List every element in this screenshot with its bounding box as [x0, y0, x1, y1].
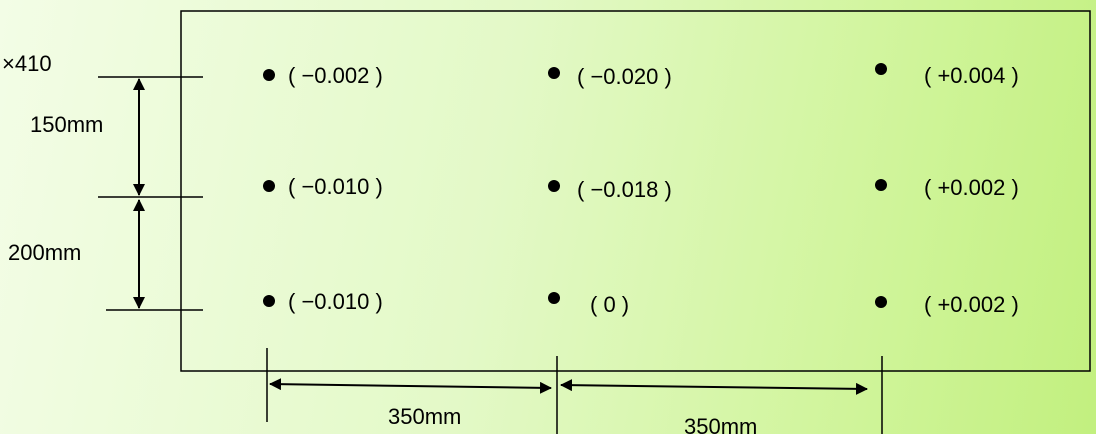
dim-label-150: 150mm: [30, 112, 103, 137]
measurement-dot: [548, 180, 560, 192]
measurement-row-2: ( −0.010 ) ( −0.018 ) ( +0.002 ): [263, 174, 1019, 202]
measurement-value: ( +0.004 ): [924, 63, 1019, 88]
measurement-value: ( −0.018 ): [577, 177, 672, 202]
plate-label: ×410: [2, 51, 52, 76]
measurement-value: ( −0.010 ): [288, 289, 383, 314]
measurement-value: ( −0.020 ): [577, 64, 672, 89]
measurement-value: ( 0 ): [590, 292, 629, 317]
measurement-dot: [548, 292, 560, 304]
measurement-row-1: ( −0.002 ) ( −0.020 ) ( +0.004 ): [263, 63, 1019, 89]
measurement-dot: [263, 295, 275, 307]
dim-label-350-right: 350mm: [684, 414, 757, 434]
measurement-dot: [263, 180, 275, 192]
measurement-dot: [263, 69, 275, 81]
measurement-dot: [548, 67, 560, 79]
dim-arrow-350-left: [269, 378, 552, 394]
measurement-dot: [875, 179, 887, 191]
measurement-dot: [875, 296, 887, 308]
measurement-row-3: ( −0.010 ) ( 0 ) ( +0.002 ): [263, 289, 1019, 317]
measurement-value: ( +0.002 ): [924, 292, 1019, 317]
measurement-dot: [875, 63, 887, 75]
measurement-value: ( −0.010 ): [288, 174, 383, 199]
dim-arrow-350-right: [560, 379, 868, 395]
measurement-value: ( +0.002 ): [924, 175, 1019, 200]
dim-label-200: 200mm: [8, 240, 81, 265]
plate-outline: [180, 10, 1091, 372]
measurement-value: ( −0.002 ): [288, 63, 383, 88]
dim-label-350-left: 350mm: [388, 404, 461, 429]
